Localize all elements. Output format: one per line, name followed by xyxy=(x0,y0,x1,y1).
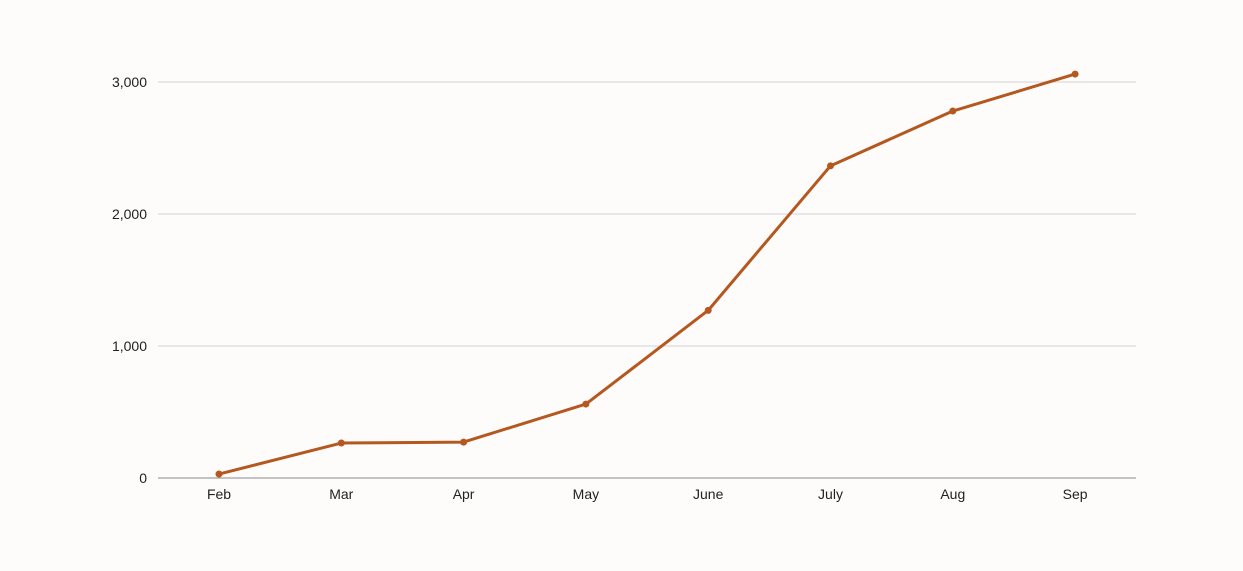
data-point xyxy=(582,400,590,408)
x-tick-label: Aug xyxy=(940,486,965,502)
x-tick-label: Sep xyxy=(1063,486,1088,502)
x-tick-label: Feb xyxy=(207,486,231,502)
data-point xyxy=(704,306,712,314)
y-axis-ticks: 0 1,000 2,000 3,000 xyxy=(112,74,147,486)
y-tick-label: 3,000 xyxy=(112,74,147,90)
data-point xyxy=(949,107,957,115)
x-tick-label: Apr xyxy=(453,486,475,502)
data-point xyxy=(1071,70,1079,78)
y-tick-label: 2,000 xyxy=(112,206,147,222)
y-tick-label: 1,000 xyxy=(112,338,147,354)
x-tick-label: June xyxy=(693,486,724,502)
data-point xyxy=(215,470,223,478)
series-layer xyxy=(215,70,1079,478)
data-point xyxy=(460,438,468,446)
y-tick-label: 0 xyxy=(139,470,147,486)
data-point xyxy=(827,162,834,170)
series-line xyxy=(217,72,1077,476)
x-tick-label: May xyxy=(573,486,599,502)
x-tick-label: July xyxy=(818,486,843,502)
data-point xyxy=(337,439,345,447)
x-tick-label: Mar xyxy=(329,486,353,502)
gridlines xyxy=(158,81,1136,479)
x-axis-ticks: Feb Mar Apr May June July Aug Sep xyxy=(207,486,1088,502)
